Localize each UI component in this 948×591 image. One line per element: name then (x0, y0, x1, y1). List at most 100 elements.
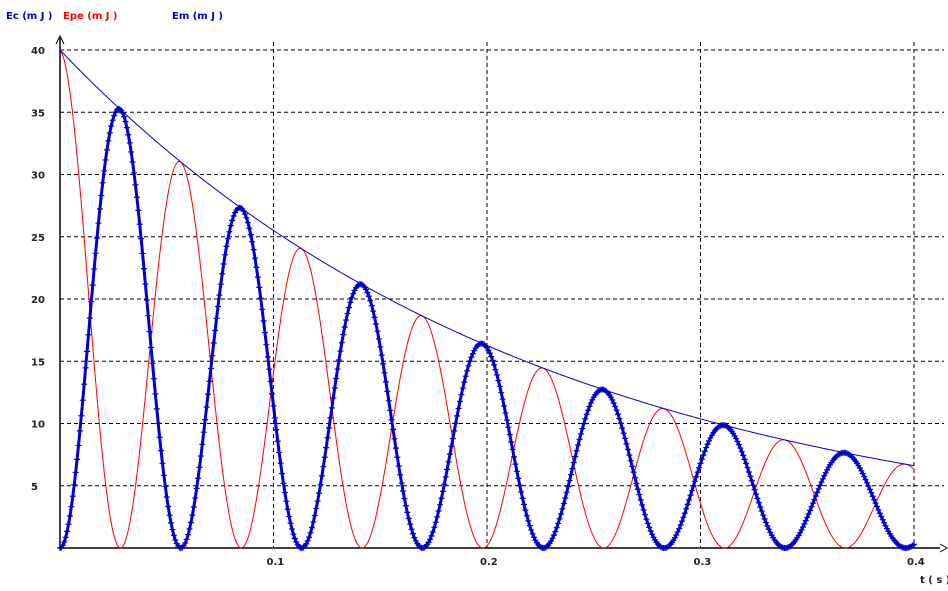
ec-point (755, 499, 762, 506)
ec-point (367, 297, 374, 304)
ec-point (133, 194, 140, 201)
ec-point (196, 464, 203, 471)
axes (55, 34, 948, 553)
ec-point (629, 463, 636, 470)
ec-point (753, 491, 760, 498)
ec-point (560, 500, 567, 507)
ec-point (799, 523, 806, 530)
legend-em: Em (m J ) (172, 11, 223, 22)
ec-point (321, 454, 328, 461)
ec-point (697, 460, 704, 467)
ec-point (226, 228, 233, 235)
ec-point (148, 344, 155, 351)
ec-point (397, 471, 404, 478)
ec-point (280, 480, 287, 487)
ec-point (95, 220, 102, 227)
ec-point (311, 512, 318, 519)
ec-point (492, 366, 499, 373)
ec-point (64, 528, 71, 535)
ec-point (521, 501, 528, 508)
ec-point (146, 328, 153, 335)
ec-point (92, 250, 99, 257)
ec-point (217, 281, 224, 288)
ec-point (411, 534, 418, 541)
ec-point (96, 206, 103, 213)
ec-point (624, 446, 631, 453)
ec-point (145, 312, 152, 319)
ec-point (748, 477, 755, 484)
ec-point (213, 315, 220, 322)
ec-point (740, 452, 747, 459)
ec-point (633, 480, 640, 487)
ec-point (316, 490, 323, 497)
y-tick-label-6: 35 (31, 108, 45, 119)
ec-point (277, 460, 284, 467)
x-axis-arrow (939, 543, 948, 553)
ec-point (291, 535, 298, 542)
ec-point (461, 379, 468, 386)
ec-point (754, 495, 761, 502)
ec-point (802, 517, 809, 524)
ec-point (620, 430, 627, 437)
ec-point (190, 503, 197, 510)
ec-point (550, 532, 557, 539)
ec-point (183, 536, 190, 543)
ec-point (750, 482, 757, 489)
ec-point (696, 464, 703, 471)
ec-point (101, 167, 108, 174)
ec-point (210, 340, 217, 347)
ec-point (72, 469, 79, 476)
ec-point (286, 513, 293, 520)
ec-point (431, 524, 438, 531)
ec-point (304, 537, 311, 544)
ec-point (555, 520, 562, 527)
ec-point (264, 353, 271, 360)
ec-point (251, 255, 258, 262)
ec-point (253, 264, 260, 271)
ec-point (318, 472, 325, 479)
ec-point (862, 476, 869, 483)
ec-point (169, 526, 176, 533)
ec-point (879, 516, 886, 523)
ec-point (200, 429, 207, 436)
ec-point (493, 371, 500, 378)
ec-point (609, 396, 616, 403)
ec-point (765, 526, 772, 533)
ec-point (861, 473, 868, 480)
ec-point (203, 404, 210, 411)
ec-point (142, 281, 149, 288)
ec-point (429, 528, 436, 535)
ec-point (516, 482, 523, 489)
y-tick-label-5: 30 (31, 171, 45, 182)
ec-point (244, 219, 251, 226)
ec-point (703, 444, 710, 451)
ec-point (159, 460, 166, 467)
ec-point (466, 358, 473, 365)
ec-point (121, 113, 128, 120)
ec-point (223, 243, 230, 250)
ec-point (435, 508, 442, 515)
ec-point (526, 522, 533, 529)
ec-point (626, 452, 633, 459)
ec-point (585, 407, 592, 414)
ec-point (139, 250, 146, 257)
ec-point (227, 222, 234, 229)
ec-point (374, 328, 381, 335)
ec-point (701, 448, 708, 455)
ec-point (737, 445, 744, 452)
ec-point (549, 535, 556, 542)
ec-point (246, 225, 253, 232)
ec-point (170, 532, 177, 539)
ec-point (337, 348, 344, 355)
ec-point (647, 527, 654, 534)
x-tick-label-0: 0.1 (267, 557, 285, 568)
ec-point (523, 512, 530, 519)
ec-point (583, 411, 590, 418)
ec-point (229, 217, 236, 224)
ec-point (576, 436, 583, 443)
ec-point (66, 513, 73, 520)
ec-point (586, 403, 593, 410)
ec-point (84, 348, 91, 355)
ec-point (111, 112, 118, 119)
ec-point (465, 362, 472, 369)
